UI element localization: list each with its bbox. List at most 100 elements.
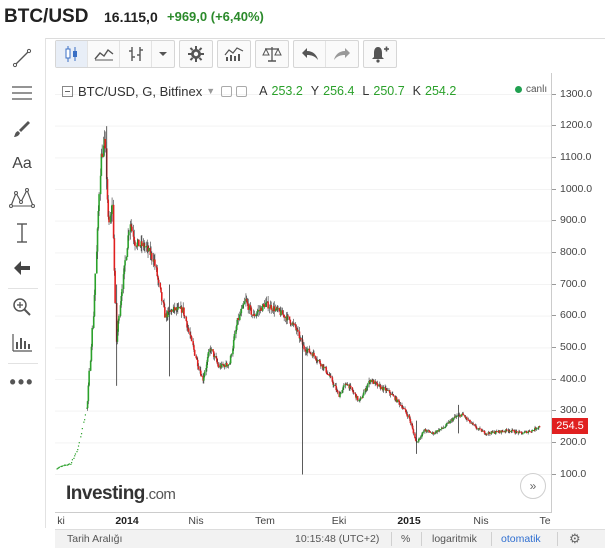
arrow-left-icon[interactable] xyxy=(8,256,36,280)
candle-body xyxy=(94,273,97,295)
candle-body xyxy=(319,360,321,364)
alert-add-icon[interactable] xyxy=(364,41,396,67)
candle-body xyxy=(110,213,113,216)
chart-legend: BTC/USD, G, Bitfinex ▼ A 253.2 Y 256.4 L 25… xyxy=(62,82,456,100)
candle-body xyxy=(242,305,244,309)
candle-body xyxy=(139,245,142,247)
candle-body xyxy=(169,310,172,312)
undo-icon[interactable] xyxy=(294,41,326,67)
candle-body xyxy=(515,430,518,432)
candle-body xyxy=(260,307,263,311)
investing-logo[interactable]: Investing.com xyxy=(66,483,176,505)
candle-body xyxy=(414,438,417,441)
time-axis[interactable]: ki 2014 Nis Tem Eki 2015 Nis Te xyxy=(55,512,551,528)
candle-body xyxy=(411,423,413,426)
candle-body xyxy=(287,315,289,317)
candle-body xyxy=(351,387,354,391)
more-icon[interactable]: ••• xyxy=(9,371,35,392)
candle-body xyxy=(123,265,126,275)
candle-body xyxy=(493,431,496,434)
gear-icon[interactable]: ⚙ xyxy=(569,531,581,546)
candle-body xyxy=(121,289,123,296)
chevron-down-icon[interactable] xyxy=(152,41,174,67)
candle-body xyxy=(170,310,173,312)
candle-body xyxy=(160,292,163,301)
chart-plot-area[interactable] xyxy=(55,73,605,528)
candle xyxy=(84,419,86,421)
indicators-group xyxy=(217,40,251,68)
candle-body xyxy=(111,204,113,214)
gear-icon[interactable] xyxy=(180,41,212,67)
candle-body xyxy=(418,438,421,440)
candle-body xyxy=(303,345,305,350)
candle-body xyxy=(227,364,230,366)
horizontal-lines-icon[interactable] xyxy=(8,81,36,105)
settings-small-icon[interactable] xyxy=(236,85,248,97)
candle-body xyxy=(320,363,322,367)
price-tick-label: 200.0 xyxy=(551,435,587,448)
indicators-icon[interactable] xyxy=(218,41,250,67)
volume-profile-icon[interactable] xyxy=(8,331,36,355)
candle-body xyxy=(500,430,503,433)
candle-body xyxy=(421,432,424,435)
price-tick-label: 1300.0 xyxy=(551,87,593,100)
live-dot-icon xyxy=(515,86,522,93)
candle-body xyxy=(87,385,90,402)
scroll-to-realtime-button[interactable]: » xyxy=(520,473,546,499)
measure-icon[interactable] xyxy=(8,221,36,245)
candle-body xyxy=(193,345,195,350)
candle-body xyxy=(173,307,176,311)
visibility-icon[interactable] xyxy=(221,85,233,97)
settings-group xyxy=(179,40,213,68)
candle-body xyxy=(213,351,215,358)
ohlc-bars-icon[interactable] xyxy=(120,41,152,67)
candle-body xyxy=(436,430,438,433)
log-scale-toggle[interactable]: logaritmik xyxy=(432,533,477,545)
candle-body xyxy=(151,253,153,260)
brush-icon[interactable] xyxy=(8,117,36,141)
chevron-down-icon[interactable]: ▼ xyxy=(206,86,216,96)
candle-body xyxy=(126,248,129,257)
candle-body xyxy=(326,372,328,375)
date-range-button[interactable]: Tarih Aralığı xyxy=(67,533,123,545)
candle-body xyxy=(265,302,267,308)
price-axis[interactable]: 100.0 200.0 300.0 400.0 500.0 600.0 700.0 800.0… xyxy=(551,73,605,513)
candle-body xyxy=(472,423,474,425)
candle-body xyxy=(339,393,341,397)
candle-body xyxy=(255,313,258,316)
candle-body xyxy=(177,307,179,310)
candle-body xyxy=(229,363,231,365)
auto-scale-toggle[interactable]: otomatik xyxy=(501,533,541,545)
candle-body xyxy=(101,153,103,157)
symbol-title: BTC/USD xyxy=(4,6,89,27)
candle-body xyxy=(230,354,233,356)
candle-body xyxy=(528,430,531,432)
price-chart[interactable] xyxy=(55,73,551,513)
candle-body xyxy=(432,432,435,434)
candle-body xyxy=(291,322,294,325)
candle-body xyxy=(172,308,175,312)
percent-scale-toggle[interactable]: % xyxy=(401,533,411,545)
candle-body xyxy=(239,314,241,320)
candle-body xyxy=(368,380,370,385)
area-chart-icon[interactable] xyxy=(88,41,120,67)
candle-body xyxy=(406,414,409,417)
text-icon[interactable]: Aa xyxy=(8,152,36,176)
candle-body xyxy=(261,304,264,311)
compare-icon[interactable] xyxy=(256,41,288,67)
redo-icon[interactable] xyxy=(326,41,358,67)
candle-body xyxy=(164,307,166,318)
zoom-in-icon[interactable] xyxy=(8,295,36,319)
candle-body xyxy=(459,414,461,417)
candlestick-icon[interactable] xyxy=(56,41,88,67)
candle-body xyxy=(398,401,401,405)
collapse-legend-icon[interactable] xyxy=(62,85,73,97)
alert-group xyxy=(363,40,397,68)
candle-body xyxy=(106,179,109,200)
trend-line-icon[interactable] xyxy=(8,46,36,70)
candle-body xyxy=(95,251,98,274)
pattern-icon[interactable] xyxy=(8,186,36,210)
candle-body xyxy=(277,308,279,310)
candle-body xyxy=(505,429,508,431)
candle-body xyxy=(278,308,281,312)
